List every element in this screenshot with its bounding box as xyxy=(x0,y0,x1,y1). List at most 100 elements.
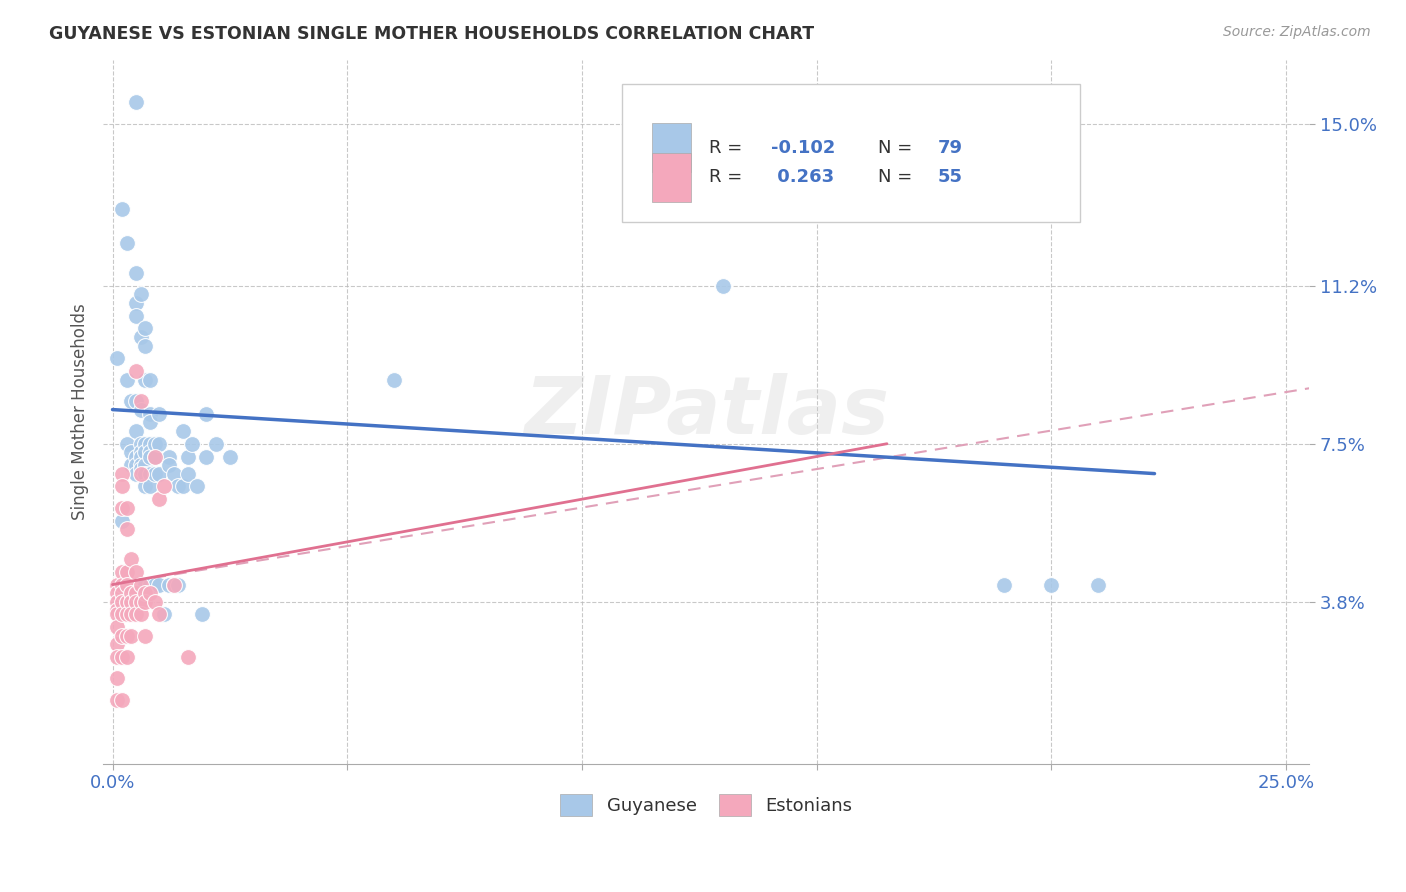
Point xyxy=(148,607,170,622)
Point xyxy=(195,450,218,464)
Point xyxy=(153,607,176,622)
Point xyxy=(129,330,152,344)
Point xyxy=(111,607,134,622)
Point xyxy=(120,458,142,472)
Point xyxy=(134,458,156,472)
Point xyxy=(218,450,240,464)
Point xyxy=(105,650,128,665)
Point xyxy=(111,565,134,579)
Point xyxy=(139,577,162,591)
Point xyxy=(134,436,156,450)
Point xyxy=(105,577,128,591)
Point xyxy=(181,436,204,450)
Point xyxy=(105,351,128,366)
Point xyxy=(120,552,142,566)
Point xyxy=(190,607,212,622)
Point xyxy=(139,445,162,459)
Point xyxy=(134,338,156,352)
Point xyxy=(129,577,152,591)
Point xyxy=(120,445,142,459)
Text: 79: 79 xyxy=(938,138,963,157)
Point xyxy=(167,577,190,591)
Point xyxy=(157,450,180,464)
Point xyxy=(120,394,142,409)
Point xyxy=(111,594,134,608)
Point xyxy=(129,594,152,608)
Point xyxy=(134,629,156,643)
Text: N =: N = xyxy=(877,138,918,157)
Point xyxy=(105,594,128,608)
Point xyxy=(115,373,138,387)
Point xyxy=(129,436,152,450)
Point xyxy=(134,321,156,335)
Point xyxy=(153,479,176,493)
Point xyxy=(111,467,134,481)
Point xyxy=(125,394,148,409)
Point xyxy=(129,402,152,417)
Point xyxy=(115,236,138,251)
Point xyxy=(125,424,148,438)
Point xyxy=(125,266,148,280)
Point xyxy=(129,394,152,409)
Point xyxy=(129,458,152,472)
Point xyxy=(111,514,134,528)
Point xyxy=(111,202,134,216)
Point xyxy=(111,577,134,591)
Legend: Guyanese, Estonians: Guyanese, Estonians xyxy=(551,785,862,825)
Point xyxy=(134,445,156,459)
Point xyxy=(195,407,218,421)
Point xyxy=(134,467,156,481)
Point xyxy=(115,436,138,450)
Text: 55: 55 xyxy=(938,169,963,186)
Point xyxy=(125,450,148,464)
Point xyxy=(139,467,162,481)
Point xyxy=(120,607,142,622)
Point xyxy=(993,577,1015,591)
Point xyxy=(111,500,134,515)
FancyBboxPatch shape xyxy=(652,153,690,202)
Point xyxy=(162,577,184,591)
Point xyxy=(125,467,148,481)
Point xyxy=(176,467,198,481)
Point xyxy=(134,577,156,591)
Point xyxy=(125,607,148,622)
Point xyxy=(105,693,128,707)
Point xyxy=(125,309,148,323)
Point xyxy=(120,594,142,608)
FancyBboxPatch shape xyxy=(621,84,1080,221)
Point xyxy=(143,450,166,464)
Point xyxy=(172,479,194,493)
Point xyxy=(1040,577,1063,591)
Text: 0.263: 0.263 xyxy=(772,169,835,186)
Point xyxy=(129,287,152,301)
Point xyxy=(105,620,128,634)
Point xyxy=(125,364,148,378)
Point xyxy=(115,565,138,579)
Point xyxy=(139,416,162,430)
Point xyxy=(115,522,138,536)
Point xyxy=(143,450,166,464)
Point xyxy=(115,577,138,591)
Point xyxy=(148,436,170,450)
Point xyxy=(120,629,142,643)
Point xyxy=(120,586,142,600)
Text: R =: R = xyxy=(709,138,748,157)
Point xyxy=(382,373,405,387)
Point xyxy=(162,467,184,481)
Point xyxy=(125,586,148,600)
Point xyxy=(125,296,148,310)
Point xyxy=(139,373,162,387)
Point xyxy=(143,594,166,608)
Point xyxy=(129,607,152,622)
Point xyxy=(111,629,134,643)
Point xyxy=(134,479,156,493)
Point xyxy=(143,467,166,481)
Point xyxy=(125,594,148,608)
Point xyxy=(105,637,128,651)
Point xyxy=(125,95,148,110)
Point xyxy=(711,278,734,293)
Point xyxy=(139,479,162,493)
Point xyxy=(105,672,128,686)
Text: -0.102: -0.102 xyxy=(772,138,835,157)
Point xyxy=(143,577,166,591)
